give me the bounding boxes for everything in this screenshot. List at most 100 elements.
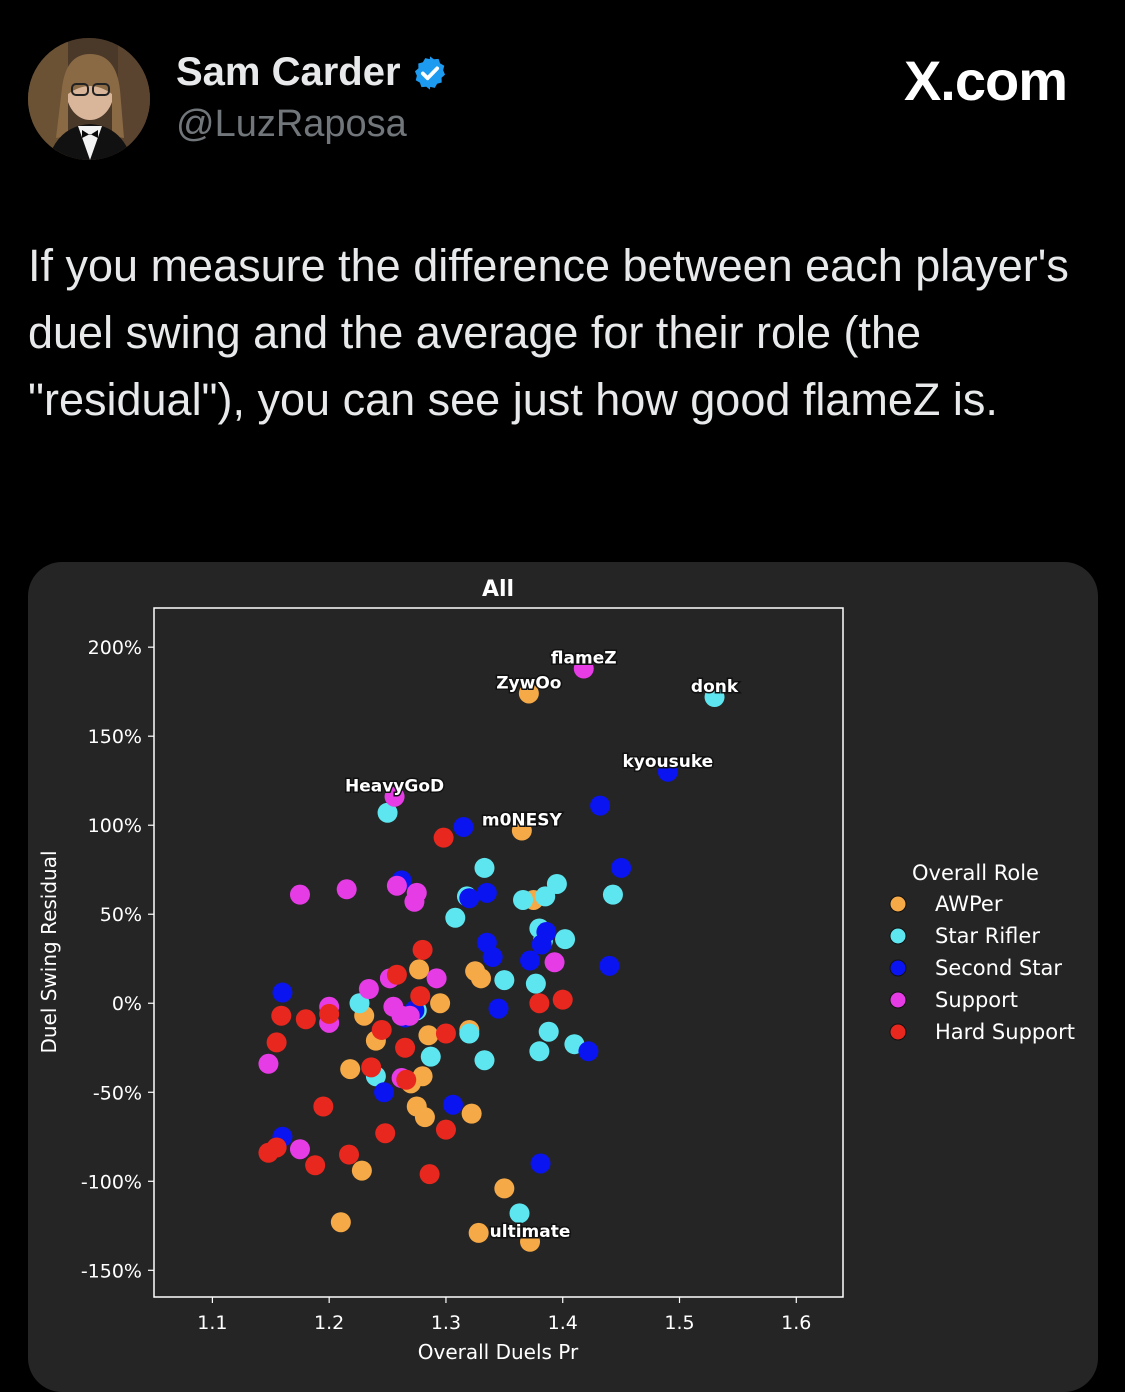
point-awper [470, 968, 491, 989]
author-name-row[interactable]: Sam Carder [176, 50, 449, 95]
point-star-rifler [509, 1203, 530, 1224]
point-hard-support [386, 964, 407, 985]
legend-title: Overall Role [912, 861, 1039, 885]
point-second-star [590, 795, 611, 816]
legend-label: Second Star [935, 956, 1062, 980]
chart-image-card[interactable]: All 200% 150% 100% 50% 0% -50% -100% -150% 1.1 1… [28, 562, 1098, 1392]
data-points [258, 658, 725, 1252]
legend-label: Hard Support [935, 1020, 1075, 1044]
point-support [386, 875, 407, 896]
point-second-star [657, 761, 678, 782]
point-star-rifler [513, 889, 534, 910]
x-axis-label: Overall Duels Pr [418, 1340, 579, 1364]
author-avatar[interactable] [28, 38, 150, 160]
y-tick-label: 100% [88, 815, 142, 837]
point-star-rifler [420, 1046, 441, 1067]
point-star-rifler [525, 973, 546, 994]
point-star-rifler [704, 687, 725, 708]
point-awper [414, 1107, 435, 1128]
author-name[interactable]: Sam Carder [176, 50, 401, 94]
point-awper [461, 1103, 482, 1124]
point-awper [511, 820, 532, 841]
point-star-rifler [535, 886, 556, 907]
point-star-rifler [538, 1021, 559, 1042]
point-awper [494, 1178, 515, 1199]
point-support [404, 891, 425, 912]
legend-swatch-second-star [889, 959, 907, 977]
point-hard-support [319, 1003, 340, 1024]
player-annotations: flameZ ZywOo donk kyousuke HeavyGoD m0NESY ult… [343, 647, 740, 1243]
point-support [384, 786, 405, 807]
y-tick-label: 200% [88, 637, 142, 659]
point-second-star [611, 857, 632, 878]
point-awper [412, 1066, 433, 1087]
point-hard-support [305, 1155, 326, 1176]
y-axis-label: Duel Swing Residual [37, 850, 61, 1053]
point-second-star [530, 1153, 551, 1174]
point-star-rifler [546, 873, 567, 894]
annotation-ultimate: ultimate [490, 1222, 571, 1242]
point-awper [418, 1025, 439, 1046]
y-axis-ticks: 200% 150% 100% 50% 0% -50% -100% -150% [81, 637, 154, 1282]
author-handle[interactable]: @LuzRaposa [176, 103, 407, 145]
legend-swatch-support [889, 991, 907, 1009]
legend-swatch-star-rifler [889, 927, 907, 945]
x-tick-label: 1.4 [548, 1312, 578, 1334]
point-support [258, 1053, 279, 1074]
point-star-rifler [377, 802, 398, 823]
point-second-star [453, 816, 474, 837]
point-second-star [272, 982, 293, 1003]
point-star-rifler [474, 857, 495, 878]
point-second-star [476, 882, 497, 903]
chart-legend: Overall Role AWPer Star Rifler Second Star… [889, 861, 1075, 1044]
point-star-rifler [602, 884, 623, 905]
chart-title: All [482, 577, 514, 602]
legend-label: Star Rifler [935, 924, 1040, 948]
point-second-star [482, 946, 503, 967]
annotation-zywoo: ZywOo [496, 673, 561, 693]
point-star-rifler [529, 1041, 550, 1062]
x-tick-label: 1.1 [197, 1312, 227, 1334]
point-hard-support [419, 1164, 440, 1185]
x-tick-label: 1.6 [781, 1312, 811, 1334]
y-tick-label: 150% [88, 726, 142, 748]
annotation-kyousuke: kyousuke [622, 752, 713, 772]
point-hard-support [552, 989, 573, 1010]
x-tick-label: 1.2 [314, 1312, 344, 1334]
point-star-rifler [459, 1023, 480, 1044]
point-hard-support [395, 1037, 416, 1058]
x-site-label[interactable]: X.com [903, 49, 1068, 112]
point-hard-support [295, 1009, 316, 1030]
point-awper [468, 1222, 489, 1243]
point-awper [340, 1059, 361, 1080]
point-support [358, 978, 379, 999]
point-hard-support [266, 1032, 287, 1053]
point-awper [351, 1160, 372, 1181]
avatar-portrait [28, 38, 150, 160]
y-tick-label: -50% [93, 1082, 142, 1104]
point-hard-support [433, 827, 454, 848]
annotation-m0nesy: m0NESY [482, 811, 563, 831]
point-hard-support [339, 1144, 360, 1165]
point-awper [430, 993, 451, 1014]
point-star-rifler [474, 1050, 495, 1071]
y-tick-label: -100% [81, 1171, 142, 1193]
tweet-text: If you measure the difference between ea… [28, 240, 1069, 425]
point-support [289, 1139, 310, 1160]
point-awper [330, 1212, 351, 1233]
legend-label: AWPer [935, 892, 1003, 916]
point-hard-support [375, 1123, 396, 1144]
point-hard-support [412, 939, 433, 960]
point-hard-support [396, 1069, 417, 1090]
point-second-star [459, 888, 480, 909]
annotation-donk: donk [691, 677, 739, 697]
point-hard-support [410, 986, 431, 1007]
point-second-star [374, 1082, 395, 1103]
point-support [426, 968, 447, 989]
x-tick-label: 1.3 [431, 1312, 461, 1334]
plot-frame [153, 607, 844, 1298]
point-star-rifler [445, 907, 466, 928]
point-awper [409, 959, 430, 980]
point-hard-support [529, 993, 550, 1014]
point-second-star [520, 950, 541, 971]
